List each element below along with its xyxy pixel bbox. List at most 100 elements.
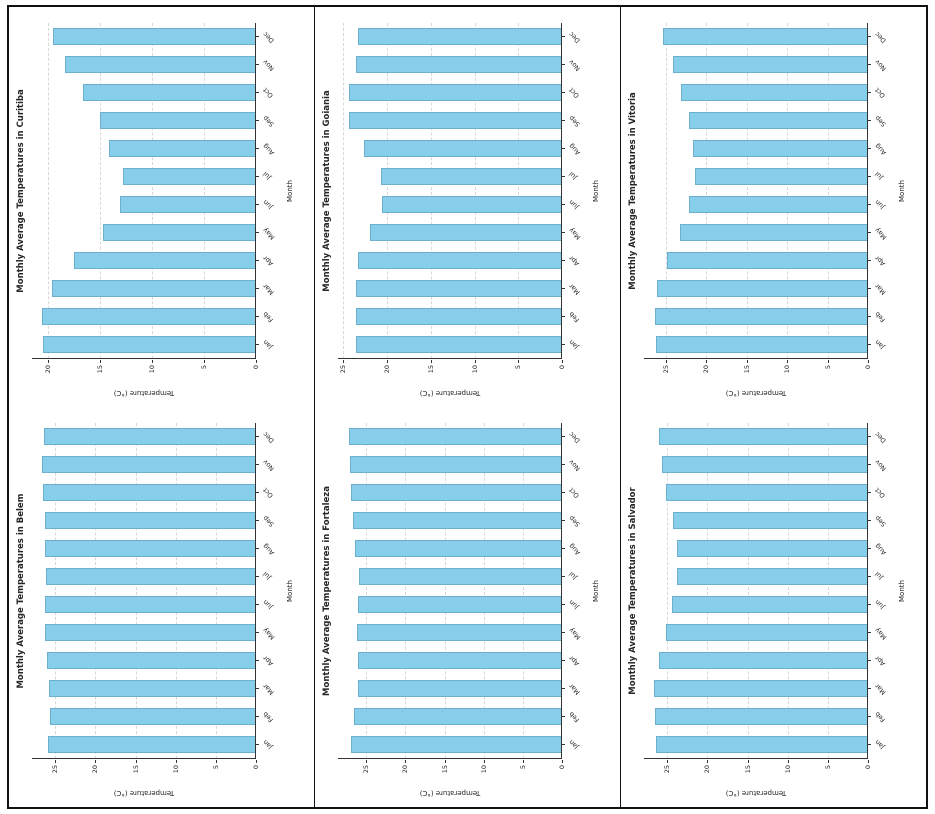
y-tick-label: 20 (43, 365, 52, 374)
x-tick-mark (562, 632, 565, 633)
y-tick-label: 25 (362, 765, 371, 774)
x-tick-mark (256, 176, 259, 177)
bar-jun (119, 196, 256, 214)
y-tick-mark (707, 760, 709, 763)
bar-may (665, 624, 868, 642)
bar-feb (354, 708, 562, 726)
bar-mar (357, 680, 562, 698)
x-tick-mark (256, 344, 259, 345)
x-axis-spine (255, 423, 256, 759)
x-tick-mark (562, 716, 565, 717)
x-tick-mark (256, 688, 259, 689)
x-tick-mark (868, 120, 871, 121)
y-tick-mark (483, 760, 485, 763)
y-tick-mark (95, 760, 97, 763)
x-tick-mark (868, 464, 871, 465)
column-3: Monthly Average Temperatures in Vitoria T… (621, 7, 926, 807)
x-tick-mark (562, 148, 565, 149)
y-tick-mark (827, 360, 829, 363)
x-tick-mark (868, 660, 871, 661)
chart-cell-vitoria: Monthly Average Temperatures in Vitoria T… (621, 7, 926, 407)
x-tick-mark (256, 660, 259, 661)
bar-sep (672, 512, 868, 530)
y-tick-label: 0 (558, 765, 566, 770)
bar-oct (348, 84, 562, 102)
bar-sep (689, 112, 868, 130)
plot-area (338, 23, 562, 359)
chart-title: Monthly Average Temperatures in Belem (16, 493, 26, 689)
x-tick-mark (868, 604, 871, 605)
chart-title: Monthly Average Temperatures in Goiania (322, 90, 332, 292)
bar-apr (47, 652, 256, 670)
bar-jul (46, 568, 256, 586)
bar-jul (359, 568, 562, 586)
bar-dec (358, 28, 562, 46)
y-tick-mark (746, 360, 748, 363)
bar-nov (356, 56, 562, 74)
y-tick-mark (665, 360, 667, 363)
y-tick-mark (444, 760, 446, 763)
y-tick-label: 25 (661, 365, 670, 374)
y-tick-mark (256, 360, 257, 363)
x-tick-mark (256, 716, 259, 717)
x-tick-mark (868, 204, 871, 205)
bar-aug (355, 540, 562, 558)
x-tick-mark (256, 632, 259, 633)
bar-mar (656, 280, 868, 298)
x-tick-mark (868, 632, 871, 633)
bar-nov (673, 56, 868, 74)
x-tick-mark (868, 260, 871, 261)
y-axis-label: Temperature (°C) (419, 389, 481, 397)
x-tick-mark (562, 176, 565, 177)
bar-chart-salvador: Monthly Average Temperatures in Salvador… (626, 411, 922, 803)
chart-cell-salvador: Monthly Average Temperatures in Salvador… (621, 407, 926, 807)
x-tick-mark (256, 120, 259, 121)
x-tick-mark (562, 344, 565, 345)
x-tick-mark (562, 604, 565, 605)
chart-title: Monthly Average Temperatures in Curitiba (16, 89, 26, 293)
bar-aug (44, 540, 256, 558)
x-tick-mark (562, 436, 565, 437)
bar-mar (48, 680, 256, 698)
x-tick-mark (256, 232, 259, 233)
y-tick-label: 10 (470, 365, 479, 374)
y-tick-label: 20 (91, 765, 100, 774)
bar-apr (357, 652, 562, 670)
y-axis-spine (644, 758, 868, 759)
bar-dec (44, 428, 256, 446)
x-tick-mark (562, 660, 565, 661)
bar-apr (667, 252, 868, 270)
x-tick-mark (562, 92, 565, 93)
column-1: Monthly Average Temperatures in Curitiba… (9, 7, 315, 807)
bar-may (102, 224, 256, 242)
bar-jun (672, 596, 868, 614)
y-tick-mark (55, 760, 57, 763)
bar-chart-vitoria: Monthly Average Temperatures in Vitoria T… (626, 11, 922, 403)
x-tick-mark (868, 744, 871, 745)
y-tick-label: 0 (252, 365, 260, 370)
bar-may (44, 624, 256, 642)
x-tick-mark (562, 464, 565, 465)
bar-may (370, 224, 562, 242)
x-tick-mark (256, 492, 259, 493)
x-tick-mark (562, 316, 565, 317)
x-tick-mark (256, 204, 259, 205)
y-tick-label: 15 (440, 765, 449, 774)
y-tick-mark (518, 360, 520, 363)
y-tick-label: 10 (171, 765, 180, 774)
y-axis-spine (644, 358, 868, 359)
chart-cell-fortaleza: Monthly Average Temperatures in Fortalez… (315, 407, 620, 807)
bar-jan (48, 736, 256, 754)
x-tick-mark (256, 92, 259, 93)
x-tick-mark (562, 688, 565, 689)
plot-area (644, 423, 868, 759)
column-2: Monthly Average Temperatures in Goiania T… (315, 7, 621, 807)
x-tick-mark (868, 176, 871, 177)
x-tick-mark (562, 548, 565, 549)
y-axis-label: Temperature (°C) (725, 789, 787, 797)
y-tick-mark (215, 760, 217, 763)
bar-sep (44, 512, 256, 530)
y-tick-label: 5 (199, 365, 208, 370)
x-tick-mark (562, 288, 565, 289)
bar-may (679, 224, 868, 242)
